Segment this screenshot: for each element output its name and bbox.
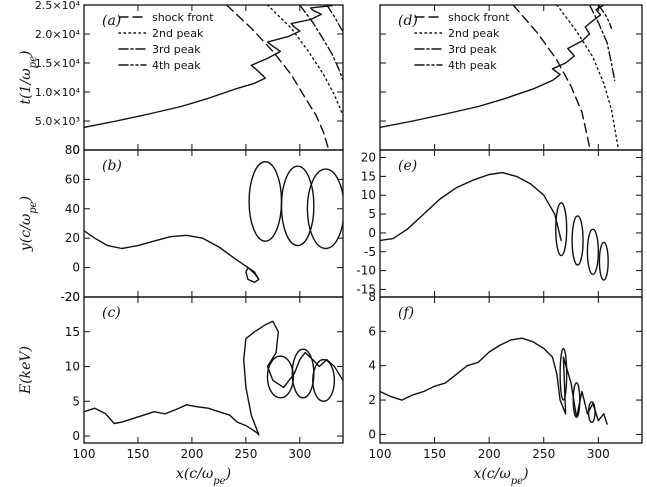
y-tick-label: 0 <box>72 261 80 275</box>
y-tick-label: 1.0×10⁴ <box>35 86 81 99</box>
y-tick-label: -10 <box>356 264 376 278</box>
x-tick-label: 150 <box>127 447 150 461</box>
series-loop <box>572 382 581 418</box>
y-tick-label: 0 <box>72 143 80 157</box>
y-tick-label: 5 <box>368 207 376 221</box>
y-axis-label: t(1/ωpe) <box>18 51 39 105</box>
plot-frame <box>379 4 643 151</box>
y-tick-label: 40 <box>65 202 80 216</box>
panel-label: (e) <box>398 158 417 174</box>
series-trajectory <box>380 337 558 401</box>
panel-e: -15 -10 -5 0 5 10 15 20 (e) <box>356 149 643 298</box>
y-tick-label: 2 <box>368 393 376 407</box>
series-4th-peak <box>326 5 343 32</box>
panel-a: 0 5.0×10³ 1.0×10⁴ 1.5×10⁴ 2.0×10⁴ 2.5×10⁴ (a) t… <box>18 0 344 157</box>
y-tick-label: 4 <box>368 359 376 373</box>
panel-label: (b) <box>102 158 122 174</box>
y-tick-label: -5 <box>364 245 376 259</box>
x-axis-label: x(c/ωpe) <box>176 466 231 487</box>
panel-f: 100 150 200 250 300 0 2 4 6 8 (f) x(c/ωpe) <box>368 290 643 487</box>
y-tick-label: 10 <box>361 188 376 202</box>
series-loop <box>266 355 295 399</box>
legend-entry: 2nd peak <box>448 27 500 40</box>
y-tick-label: 1.5×10⁴ <box>35 57 81 70</box>
series-loop <box>280 165 315 247</box>
y-tick-label: 15 <box>65 325 80 339</box>
y-tick-label: 20 <box>361 151 376 165</box>
plot-frame <box>83 296 344 444</box>
y-tick-label: 15 <box>361 169 376 183</box>
y-axis-label: y(c/ωpe) <box>18 196 39 252</box>
y-tick-label: 5 <box>72 394 80 408</box>
series-3rd-peak <box>299 5 343 82</box>
y-axis-label: E(keV) <box>18 346 34 395</box>
y-tick-label: 10 <box>65 360 80 374</box>
series-loop <box>598 241 609 281</box>
series-loop <box>559 347 568 401</box>
panel-label: (d) <box>398 13 418 29</box>
series-trajectory <box>556 356 608 425</box>
series-trajectory <box>84 404 260 436</box>
x-tick-label: 100 <box>73 447 96 461</box>
plot-frame <box>83 149 344 298</box>
y-tick-label: -15 <box>356 282 376 296</box>
x-tick-label: 300 <box>587 447 610 461</box>
panel-label: (a) <box>102 13 121 29</box>
legend-entry: 4th peak <box>152 59 201 72</box>
legend-entry: 3rd peak <box>152 43 201 56</box>
y-tick-label: 60 <box>65 172 80 186</box>
series-loop <box>306 168 343 250</box>
series-loop <box>587 401 596 424</box>
x-tick-label: 250 <box>234 447 257 461</box>
y-tick-label: 6 <box>368 324 376 338</box>
x-tick-label: 300 <box>288 447 311 461</box>
plot-frame <box>379 149 643 298</box>
series-trajectory <box>380 171 562 242</box>
series-loop <box>586 228 600 276</box>
plot-frame <box>83 4 344 151</box>
panel-d: (d) shock front 2nd peak 3rd peak 4th peak <box>379 4 643 151</box>
plot-frame <box>379 296 643 444</box>
y-tick-label: -20 <box>60 290 80 304</box>
panel-label: (f) <box>398 305 414 321</box>
y-tick-label: 2.5×10⁴ <box>35 0 81 12</box>
y-tick-label: 20 <box>65 290 80 304</box>
x-tick-label: 200 <box>478 447 501 461</box>
legend-entry: shock front <box>152 11 214 24</box>
series-2nd-peak <box>556 5 619 148</box>
y-tick-label: 5.0×10³ <box>35 115 80 128</box>
series-shock-front <box>225 5 329 148</box>
series-4th-peak <box>597 5 613 29</box>
x-tick-label: 150 <box>423 447 446 461</box>
series-loop <box>248 161 283 242</box>
legend-entry: shock front <box>448 11 510 24</box>
series-loop <box>555 202 568 257</box>
series-3rd-peak <box>588 5 616 82</box>
legend-entry: 2nd peak <box>152 27 204 40</box>
panel-b: -20 0 20 40 60 80 (b) y(c/ωpe) <box>18 143 344 304</box>
legend-entry: 3rd peak <box>448 43 497 56</box>
series-trajectory <box>380 5 605 129</box>
y-tick-label: 8 <box>368 290 376 304</box>
y-tick-label: 0 <box>72 429 80 443</box>
x-tick-label: 100 <box>369 447 392 461</box>
legend-entry: 4th peak <box>448 59 497 72</box>
series-shock-front <box>512 5 591 148</box>
panel-label: (c) <box>102 305 121 321</box>
y-tick-label: 2.0×10⁴ <box>35 28 81 41</box>
y-tick-label: 80 <box>65 143 80 157</box>
y-tick-label: 20 <box>65 231 80 245</box>
series-trajectory <box>84 5 333 129</box>
series-2nd-peak <box>266 5 343 116</box>
y-tick-label: 0 <box>368 427 376 441</box>
series-trajectory <box>84 230 260 283</box>
series-loop <box>571 215 584 266</box>
x-axis-label: x(c/ωpe) <box>473 466 528 487</box>
series-loop <box>312 358 336 402</box>
x-tick-label: 200 <box>180 447 203 461</box>
y-tick-label: 0 <box>368 226 376 240</box>
x-tick-label: 250 <box>532 447 555 461</box>
panel-c: 100 150 200 250 300 0 5 10 15 20 (c) E(keV) x(c/ωpe) <box>18 290 344 487</box>
